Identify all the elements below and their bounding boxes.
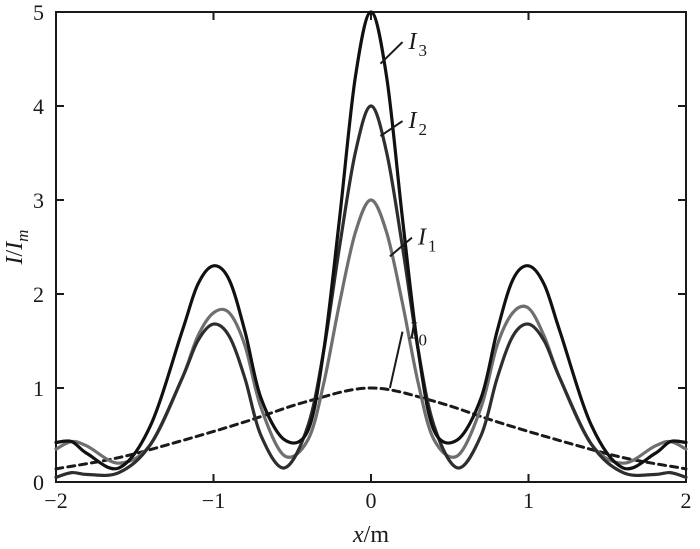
y-axis-title-i: I	[2, 255, 28, 265]
series-line-i2	[54, 104, 688, 479]
x-axis-title-var: x	[352, 522, 364, 548]
y-tick-labels: 0 1 2 3 4 5	[33, 0, 44, 495]
series-label-main: I	[408, 319, 418, 345]
series-label-main: I	[408, 108, 418, 134]
y-tick-label: 0	[33, 470, 44, 495]
leader-line-i1	[389, 236, 413, 258]
x-axis: −2 −1 0 1 2	[44, 12, 692, 513]
y-axis-title-im: I	[2, 241, 28, 251]
x-axis-title-unit: /m	[364, 522, 390, 548]
x-tick-label: −1	[202, 488, 225, 513]
x-tick-label: −2	[44, 488, 67, 513]
y-tick-label: 4	[33, 94, 44, 119]
leader-line-i3	[379, 41, 404, 65]
x-ticks	[55, 12, 687, 482]
series-label-sub: 3	[419, 41, 428, 60]
series-label-sub: 1	[428, 237, 437, 256]
y-tick-label: 2	[33, 282, 44, 307]
x-tick-label: 0	[366, 488, 377, 513]
y-axis-title: I/Im	[2, 230, 32, 266]
series-label-sub: 0	[419, 331, 428, 350]
y-axis: 0 1 2 3 4 5	[33, 0, 686, 495]
x-tick-label: 2	[681, 488, 692, 513]
series-label-sub: 2	[419, 120, 428, 139]
y-axis-title-slash: /	[2, 249, 28, 256]
leader-line-i2	[379, 120, 404, 137]
x-tick-label: 1	[523, 488, 534, 513]
y-ticks	[56, 11, 686, 483]
series-label-main: I	[408, 29, 418, 55]
y-tick-label: 3	[33, 188, 44, 213]
leader-line-i0	[388, 331, 404, 389]
y-axis-title-sub: m	[13, 230, 32, 242]
plot-frame	[55, 11, 687, 483]
y-tick-label: 1	[33, 376, 44, 401]
series-line-i3	[54, 10, 688, 471]
x-tick-labels: −2 −1 0 1 2	[44, 488, 691, 513]
series-line-i0	[54, 386, 688, 471]
y-tick-label: 5	[33, 0, 44, 25]
series-label-main: I	[417, 225, 427, 251]
series-layer	[54, 10, 688, 479]
series-annotations: I 3I 2I 1I 0	[379, 29, 437, 389]
x-axis-title: x/m	[352, 522, 389, 548]
